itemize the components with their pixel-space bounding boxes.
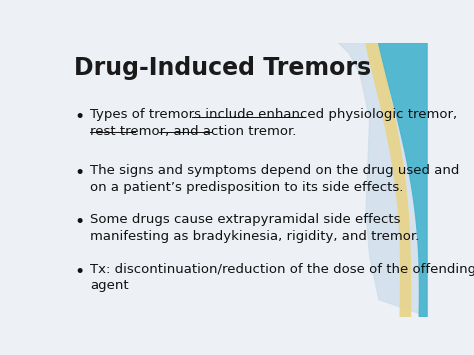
Text: The signs and symptoms depend on the drug used and
on a patient’s predisposition: The signs and symptoms depend on the dru… (91, 164, 460, 194)
Text: •: • (74, 108, 84, 126)
Text: •: • (74, 263, 84, 281)
Text: Types of tremors include enhanced physiologic tremor,
rest tremor, and action tr: Types of tremors include enhanced physio… (91, 108, 457, 138)
Text: Tx: discontinuation/reduction of the dose of the offending
agent: Tx: discontinuation/reduction of the dos… (91, 263, 474, 292)
Text: Drug-Induced Tremors: Drug-Induced Tremors (74, 56, 371, 80)
Polygon shape (338, 43, 427, 316)
Text: Some drugs cause extrapyramidal side effects
manifesting as bradykinesia, rigidi: Some drugs cause extrapyramidal side eff… (91, 213, 419, 243)
Text: •: • (74, 164, 84, 182)
Text: •: • (74, 213, 84, 231)
